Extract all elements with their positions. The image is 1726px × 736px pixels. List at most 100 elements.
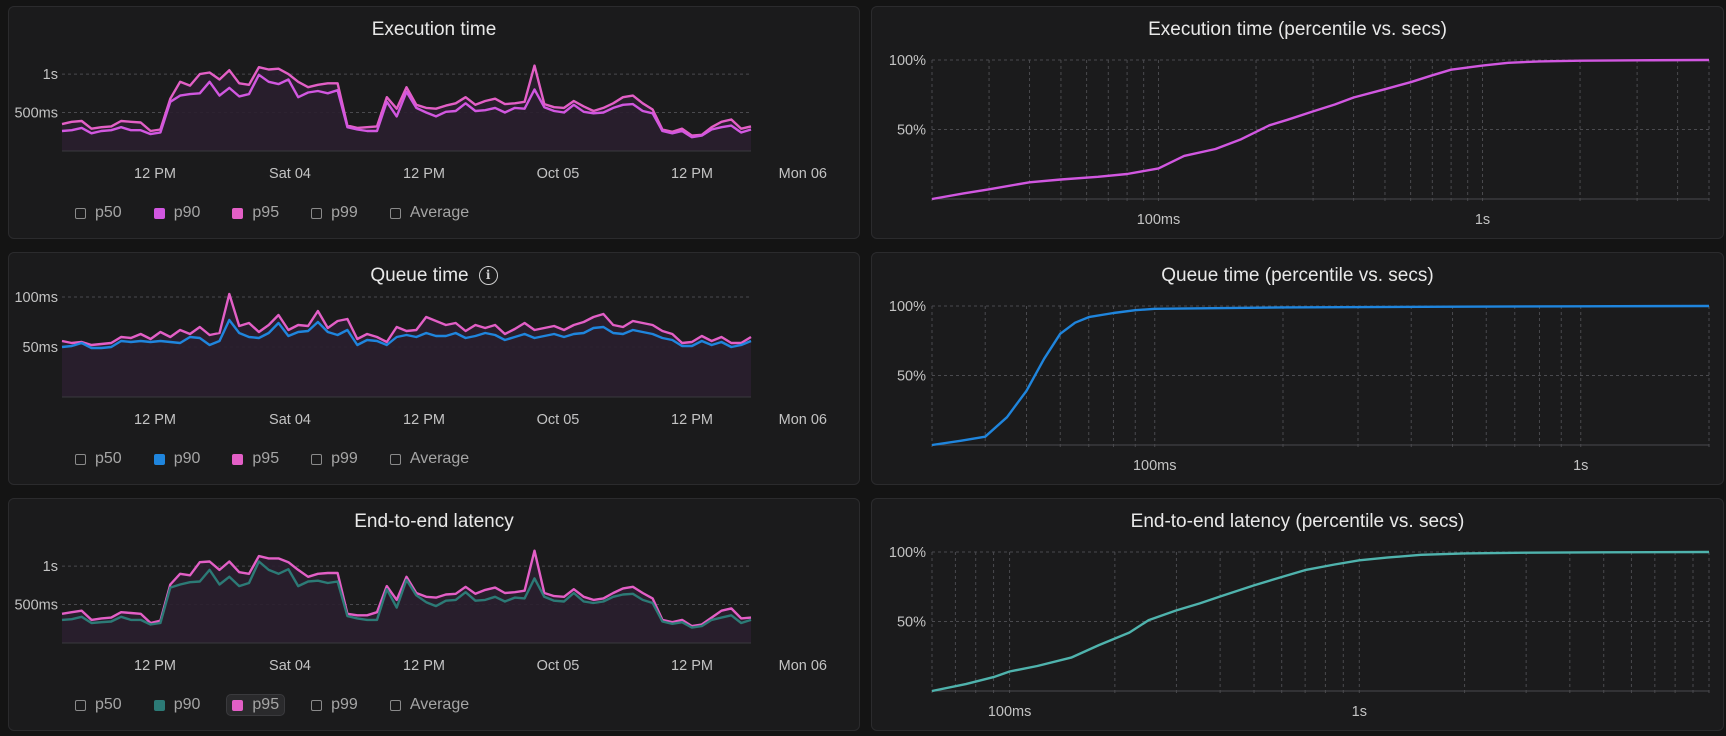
series-line-p95 bbox=[61, 549, 752, 628]
x-tick-label: Mon 06 bbox=[779, 412, 827, 428]
x-tick-label: 12 PM bbox=[134, 166, 176, 182]
x-tick-label: Sat 04 bbox=[269, 166, 311, 182]
legend-item-p50[interactable]: p50 bbox=[69, 694, 128, 716]
legend-item-average[interactable]: Average bbox=[384, 202, 475, 224]
percentile-curve bbox=[931, 304, 1710, 447]
legend-item-p95[interactable]: p95 bbox=[226, 448, 285, 470]
x-tick-label: 1s bbox=[1573, 458, 1588, 474]
legend-label: p95 bbox=[252, 696, 280, 713]
execution-time-cdf-chart: 100% 50% 100ms 1s bbox=[889, 53, 1710, 228]
x-tick-label: 100ms bbox=[1137, 212, 1181, 228]
end-to-end-latency-cdf-chart: 100% 50% 100ms 1s bbox=[889, 545, 1710, 720]
execution-time-cdf-panel: Execution time (percentile vs. secs) 100… bbox=[871, 6, 1724, 239]
panel-title: Execution time (percentile vs. secs) bbox=[1148, 19, 1447, 40]
end-to-end-latency-cdf-panel: End-to-end latency (percentile vs. secs)… bbox=[871, 498, 1724, 731]
x-tick-label: Mon 06 bbox=[779, 166, 827, 182]
legend-item-p90[interactable]: p90 bbox=[148, 202, 207, 224]
x-tick-label: 12 PM bbox=[403, 658, 445, 674]
y-tick-label: 50ms bbox=[23, 340, 58, 356]
x-tick-label: 12 PM bbox=[403, 412, 445, 428]
checkbox-icon[interactable] bbox=[75, 699, 86, 711]
x-tick-label: 12 PM bbox=[134, 658, 176, 674]
queue-time-cdf-chart: 100% 50% 100ms 1s bbox=[889, 299, 1710, 474]
checkbox-checked-icon[interactable] bbox=[153, 207, 165, 219]
execution-time-chart: 1s 500ms 12 PM Sat 04 12 PM Oct 05 12 PM Mon 06 bbox=[14, 64, 827, 182]
x-tick-label: 1s bbox=[1475, 212, 1490, 228]
queue-time-cdf-panel: Queue time (percentile vs. secs) 100% 50%… bbox=[871, 252, 1724, 485]
checkbox-icon[interactable] bbox=[311, 699, 323, 711]
y-tick-label: 100% bbox=[889, 299, 926, 315]
checkbox-icon[interactable] bbox=[389, 699, 401, 711]
x-tick-label: 100ms bbox=[988, 704, 1032, 720]
queue-time-chart: 100ms 50ms 12 PM Sat 04 12 PM Oct 05 12 PM Mon … bbox=[14, 290, 827, 428]
panel-title: Queue time i bbox=[9, 265, 859, 287]
x-tick-label: Oct 05 bbox=[537, 166, 580, 182]
checkbox-checked-icon[interactable] bbox=[232, 699, 244, 711]
series-line-p95 bbox=[61, 64, 752, 137]
y-tick-label: 1s bbox=[43, 67, 58, 83]
x-tick-label: 12 PM bbox=[671, 658, 713, 674]
legend-label: p99 bbox=[331, 696, 358, 713]
checkbox-checked-icon[interactable] bbox=[153, 453, 165, 465]
y-tick-label: 100% bbox=[889, 545, 926, 561]
legend-item-p90[interactable]: p90 bbox=[148, 448, 207, 470]
y-tick-label: 50% bbox=[897, 615, 926, 631]
series-area bbox=[62, 294, 751, 397]
x-tick-label: Oct 05 bbox=[537, 658, 580, 674]
series-area bbox=[62, 65, 751, 151]
series-area bbox=[62, 550, 751, 643]
legend-item-p99[interactable]: p99 bbox=[305, 694, 364, 716]
x-tick-label: 12 PM bbox=[403, 166, 445, 182]
legend-label: p90 bbox=[173, 204, 201, 221]
chart-legend: p50 p90 p95 p99 Average bbox=[69, 694, 475, 716]
percentile-curve bbox=[931, 550, 1710, 693]
y-tick-label: 100ms bbox=[14, 290, 58, 306]
legend-item-p95[interactable]: p95 bbox=[226, 202, 285, 224]
x-tick-label: Sat 04 bbox=[269, 658, 311, 674]
x-tick-label: 1s bbox=[1352, 704, 1367, 720]
checkbox-icon[interactable] bbox=[75, 207, 86, 219]
checkbox-checked-icon[interactable] bbox=[232, 207, 244, 219]
legend-label: p50 bbox=[95, 696, 122, 713]
end-to-end-latency-panel: End-to-end latency 1s 500ms 12 PM Sat 04 12 … bbox=[8, 498, 860, 731]
series-line-p90 bbox=[61, 560, 752, 629]
checkbox-icon[interactable] bbox=[311, 453, 323, 465]
panel-title: Execution time bbox=[371, 19, 497, 40]
legend-label: p99 bbox=[331, 450, 358, 467]
checkbox-icon[interactable] bbox=[389, 453, 401, 465]
legend-item-average[interactable]: Average bbox=[384, 448, 475, 470]
panel-title: End-to-end latency (percentile vs. secs) bbox=[1130, 511, 1465, 532]
legend-label: Average bbox=[409, 450, 470, 467]
legend-item-p99[interactable]: p99 bbox=[305, 448, 364, 470]
x-tick-label: Sat 04 bbox=[269, 412, 311, 428]
checkbox-checked-icon[interactable] bbox=[153, 699, 165, 711]
execution-time-panel: Execution time 1s 500ms 12 PM Sat 04 12 PM Oc… bbox=[8, 6, 860, 239]
legend-item-p50[interactable]: p50 bbox=[69, 202, 128, 224]
legend-item-p50[interactable]: p50 bbox=[69, 448, 128, 470]
legend-item-p99[interactable]: p99 bbox=[305, 202, 364, 224]
checkbox-checked-icon[interactable] bbox=[232, 453, 244, 465]
legend-label: p95 bbox=[252, 450, 280, 467]
legend-item-p90[interactable]: p90 bbox=[148, 694, 207, 716]
x-tick-label: 100ms bbox=[1133, 458, 1177, 474]
legend-item-p95[interactable]: p95 bbox=[226, 694, 286, 716]
percentile-curve bbox=[931, 58, 1710, 201]
legend-label: p99 bbox=[331, 204, 358, 221]
y-tick-label: 50% bbox=[897, 123, 926, 139]
panel-title: Queue time (percentile vs. secs) bbox=[1161, 265, 1434, 286]
x-tick-label: 12 PM bbox=[671, 166, 713, 182]
y-tick-label: 500ms bbox=[14, 106, 58, 122]
checkbox-icon[interactable] bbox=[389, 207, 401, 219]
legend-item-average[interactable]: Average bbox=[384, 694, 475, 716]
checkbox-icon[interactable] bbox=[75, 453, 86, 465]
y-tick-label: 100% bbox=[889, 53, 926, 69]
panel-title: End-to-end latency bbox=[354, 511, 514, 532]
checkbox-icon[interactable] bbox=[311, 207, 323, 219]
x-tick-label: Oct 05 bbox=[537, 412, 580, 428]
info-circle-icon[interactable]: i bbox=[478, 266, 498, 285]
series-line-p95 bbox=[61, 292, 752, 347]
legend-label: p95 bbox=[252, 204, 280, 221]
y-tick-label: 50% bbox=[897, 369, 926, 385]
end-to-end-latency-chart: 1s 500ms 12 PM Sat 04 12 PM Oct 05 12 PM Mon 06 bbox=[14, 549, 827, 674]
x-tick-label: 12 PM bbox=[671, 412, 713, 428]
